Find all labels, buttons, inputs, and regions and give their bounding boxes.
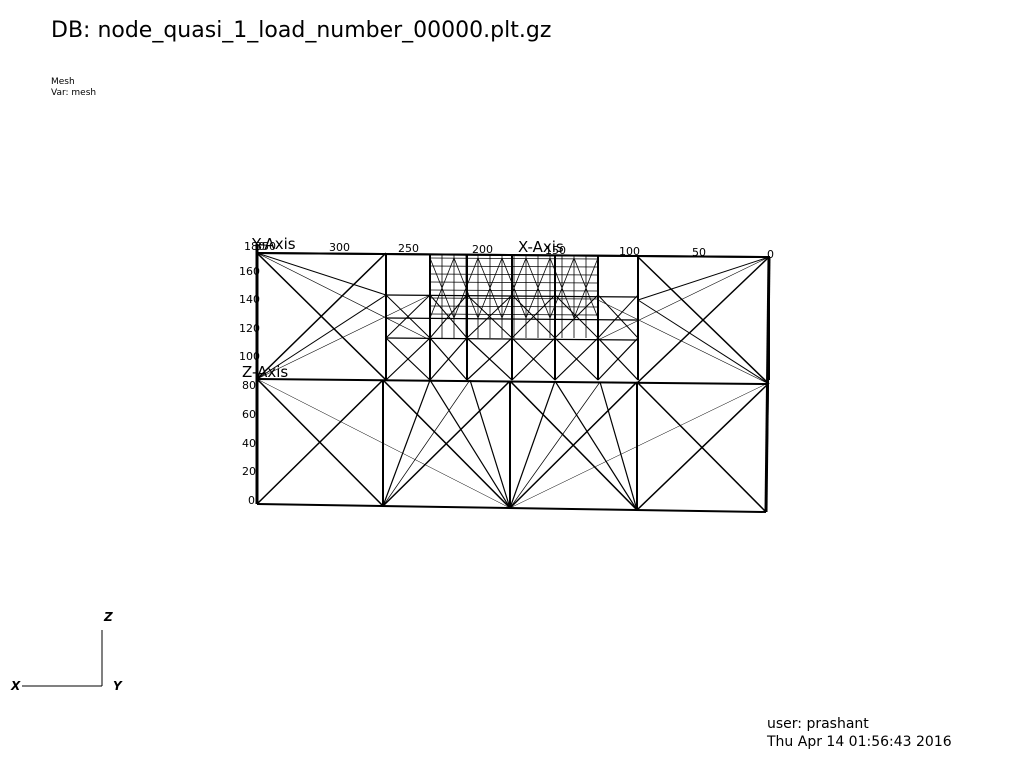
mesh-edge <box>466 337 513 381</box>
mesh-edge <box>509 381 601 509</box>
mesh-edge <box>554 294 599 339</box>
mesh-edge <box>509 381 638 509</box>
mesh-edge <box>554 380 638 511</box>
mesh-edge <box>554 337 599 381</box>
z-tick-label: 40 <box>242 437 256 450</box>
mesh-edge <box>256 378 769 385</box>
z-axis: 180 160 140 120 100 80 60 40 20 0 Y-Axis… <box>239 235 296 507</box>
mesh-edge <box>429 337 468 381</box>
plot-name-label: Mesh <box>51 77 75 87</box>
z-tick-label: 20 <box>242 465 256 478</box>
z-axis-title: Z-Axis <box>242 363 288 381</box>
mesh-edge <box>256 294 431 380</box>
triad-x-label: X <box>10 679 21 693</box>
z-tick-label: 0 <box>248 494 255 507</box>
mesh-edge <box>382 379 471 507</box>
mesh-edge <box>256 294 387 380</box>
x-tick-label: 350 <box>255 240 276 253</box>
mesh-edge <box>597 299 770 385</box>
mesh-edge <box>429 305 599 308</box>
triad-z-label: Z <box>103 610 113 624</box>
mesh-edge <box>525 257 551 319</box>
orientation-triad: Z X Y <box>10 610 123 693</box>
mesh-edge <box>765 383 769 513</box>
mesh-edge <box>511 294 556 339</box>
mesh-edge <box>429 281 599 284</box>
x-axis: 350 300 250 200 150 100 50 0 X-Axis <box>255 238 774 261</box>
x-tick-label: 150 <box>545 244 566 257</box>
mesh-edge <box>385 337 431 381</box>
mesh-edge <box>599 381 638 511</box>
z-tick-label: 60 <box>242 408 256 421</box>
z-tick-label: 140 <box>239 293 260 306</box>
mesh-edge <box>637 256 770 383</box>
mesh-edge <box>256 252 431 341</box>
x-tick-label: 300 <box>329 241 350 254</box>
mesh-edge <box>256 503 767 513</box>
mesh-edge <box>477 257 503 319</box>
mesh-edge <box>429 294 468 339</box>
mesh-edge <box>256 252 387 296</box>
database-title: DB: node_quasi_1_load_number_00000.plt.g… <box>51 18 552 43</box>
mesh-edge <box>637 299 770 385</box>
mesh-edge <box>429 273 599 276</box>
z-tick-label: 160 <box>239 265 260 278</box>
mesh-edge <box>597 294 639 339</box>
mesh-edge <box>429 257 455 319</box>
mesh-edge <box>385 317 639 321</box>
mesh-edge <box>429 265 599 268</box>
x-axis-title: X-Axis <box>518 238 564 256</box>
x-tick-label: 50 <box>692 246 706 259</box>
x-axis-line <box>255 252 771 258</box>
mesh-edge <box>429 379 511 509</box>
mesh-edge <box>429 297 599 300</box>
mesh-edge <box>511 337 556 381</box>
mesh-edge <box>597 256 770 341</box>
z-tick-label: 100 <box>239 350 260 363</box>
mesh-edge <box>469 379 511 509</box>
mesh-edge <box>466 294 513 339</box>
x-tick-label: 200 <box>472 243 493 256</box>
mesh-edge <box>429 313 599 316</box>
y-axis-title: Y-Axis <box>251 235 296 253</box>
mesh-edge <box>501 257 527 319</box>
mesh-edge <box>382 380 511 507</box>
mesh-edge <box>549 257 575 319</box>
mesh-edge <box>509 383 767 509</box>
x-tick-label: 0 <box>767 248 774 261</box>
mesh-edge <box>597 337 639 381</box>
mesh-edge <box>256 379 384 505</box>
z-tick-label: 120 <box>239 322 260 335</box>
variable-name-label: Var: mesh <box>51 88 97 98</box>
triad-y-label: Y <box>113 679 123 693</box>
mesh-edge <box>429 289 599 292</box>
mesh-edge <box>509 380 556 509</box>
mesh-edge <box>637 256 770 301</box>
z-tick-label: 180 <box>244 240 265 253</box>
x-tick-label: 100 <box>619 245 640 258</box>
mesh-edge <box>429 257 599 260</box>
mesh-edge <box>636 383 769 511</box>
mesh-edge <box>573 257 599 319</box>
mesh-edge <box>256 378 511 509</box>
timestamp-label: Thu Apr 14 01:56:43 2016 <box>767 734 952 750</box>
mesh-edge <box>382 379 431 507</box>
x-tick-label: 250 <box>398 242 419 255</box>
mesh-edge <box>385 294 431 339</box>
mesh-plot <box>255 252 771 513</box>
mesh-edge <box>256 252 387 380</box>
z-tick-label: 80 <box>242 379 256 392</box>
mesh-edge <box>453 257 479 319</box>
user-label: user: prashant <box>767 716 869 732</box>
